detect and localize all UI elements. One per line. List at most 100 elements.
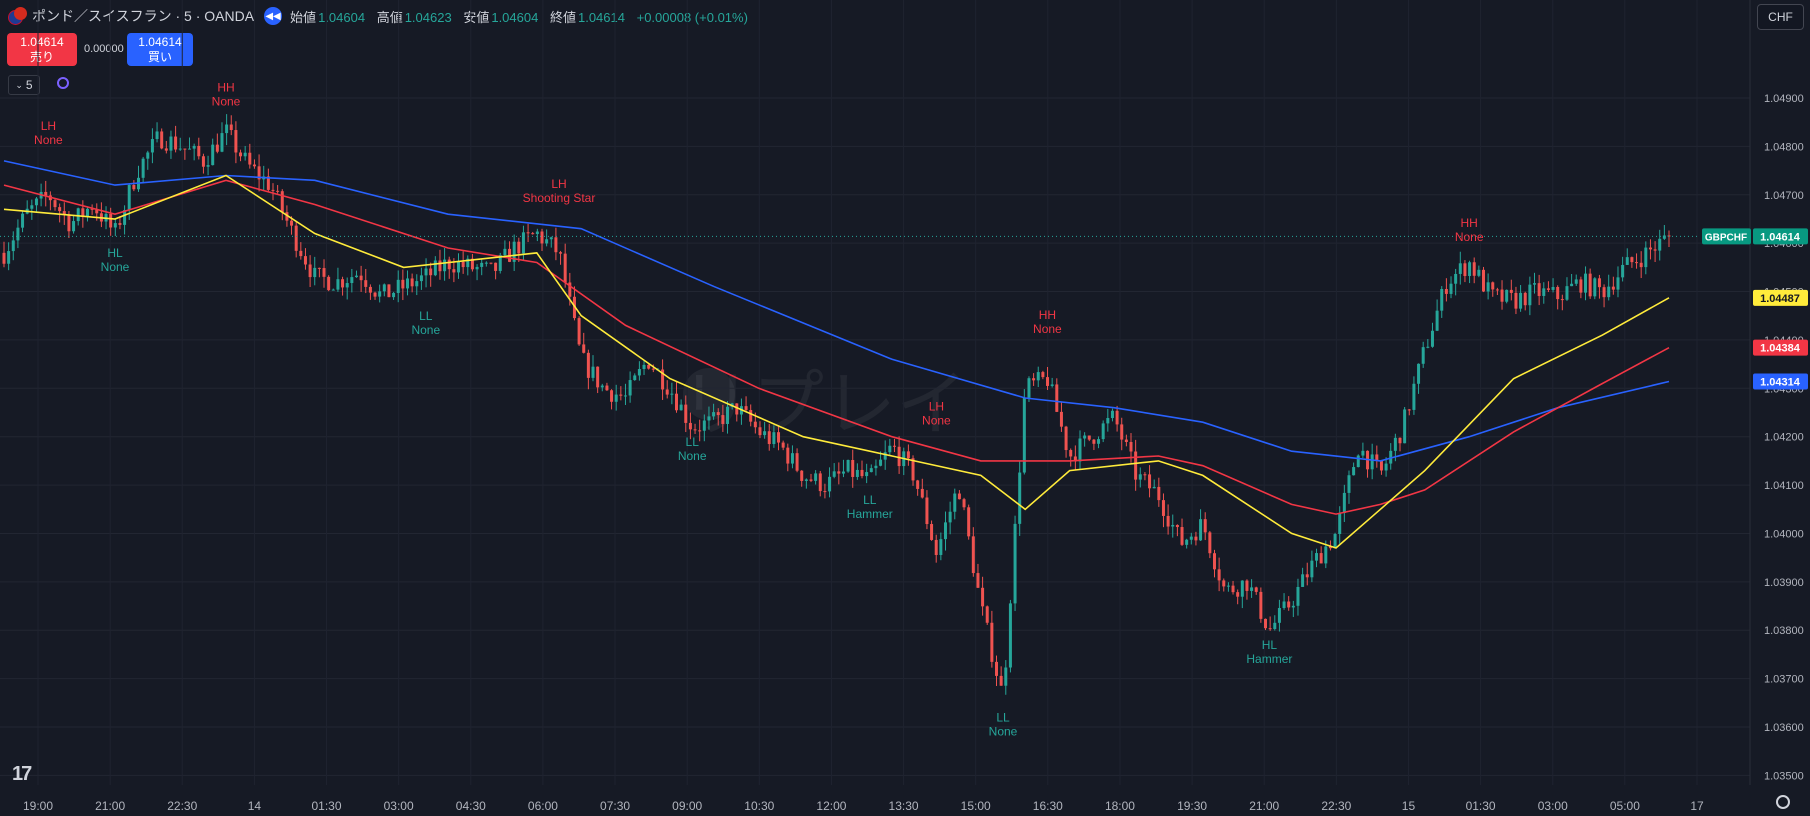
candle-body xyxy=(1505,289,1509,302)
candle-body xyxy=(777,432,781,443)
candle-body xyxy=(345,283,349,288)
candle-body xyxy=(610,390,614,402)
candle-body xyxy=(749,410,753,422)
x-tick-label: 15:00 xyxy=(961,799,991,813)
candle-body xyxy=(1064,426,1068,451)
sync-icon[interactable] xyxy=(57,77,69,89)
candle-body xyxy=(1212,553,1216,570)
candle-body xyxy=(1217,569,1221,581)
candle-body xyxy=(146,152,150,159)
x-tick-label: 04:30 xyxy=(456,799,486,813)
candle-body xyxy=(1120,424,1124,440)
candle-body xyxy=(34,198,38,206)
candle-body xyxy=(763,431,767,436)
candle-body xyxy=(1579,279,1583,293)
currency-button[interactable]: CHF xyxy=(1757,4,1804,30)
symbol-tag: GBPCHF xyxy=(1705,232,1747,243)
sell-button[interactable]: 1.04614 売り xyxy=(7,33,77,66)
annotation-pattern: None xyxy=(101,260,130,274)
candle-body xyxy=(1352,467,1356,476)
candle-body xyxy=(303,256,307,265)
candle-body xyxy=(846,459,850,472)
candle-body xyxy=(832,471,836,477)
symbol-title[interactable]: ポンド／スイスフラン · 5 · OANDA xyxy=(32,8,255,24)
candle-body xyxy=(1055,384,1059,412)
candle-body xyxy=(549,237,553,240)
y-tick-label: 1.03900 xyxy=(1764,577,1804,589)
ema-blue-line xyxy=(3,160,1670,462)
candle-body xyxy=(1393,437,1397,451)
candle-body xyxy=(698,430,702,432)
x-tick-label: 16:30 xyxy=(1033,799,1063,813)
candle-body xyxy=(1398,437,1402,444)
replay-icon[interactable]: ◀◀ xyxy=(264,7,283,25)
candle-body xyxy=(1050,384,1054,386)
candle-body xyxy=(257,166,261,180)
candle-body xyxy=(1036,372,1040,381)
candle-body xyxy=(1189,536,1193,540)
buy-label: 買い xyxy=(147,50,172,64)
candle-body xyxy=(1328,546,1332,549)
candle-body xyxy=(865,472,869,477)
candle-body xyxy=(1519,292,1523,309)
candle-body xyxy=(1129,441,1133,452)
tradingview-logo[interactable]: 17 xyxy=(12,763,32,785)
candle-body xyxy=(1463,263,1467,277)
candle-body xyxy=(364,280,368,287)
interval-toggle[interactable]: ⌄ 5 xyxy=(8,75,40,95)
candle-body xyxy=(712,412,716,417)
candle-body xyxy=(512,241,516,262)
y-tick-label: 1.03800 xyxy=(1764,625,1804,637)
candle-body xyxy=(1245,580,1249,591)
candle-body xyxy=(670,393,674,395)
candle-body xyxy=(341,279,345,288)
candle-body xyxy=(1454,273,1458,284)
candle-body xyxy=(637,369,641,376)
candle-body xyxy=(123,210,127,225)
candle-body xyxy=(897,446,901,467)
candle-body xyxy=(401,279,405,289)
annotation-label: LL xyxy=(996,711,1010,725)
candle-body xyxy=(475,266,479,270)
candle-body xyxy=(1430,330,1434,347)
candle-body xyxy=(1630,257,1634,263)
x-tick-label: 14 xyxy=(248,799,262,813)
candle-body xyxy=(1301,574,1305,587)
candle-body xyxy=(234,130,238,153)
candle-body xyxy=(517,241,521,254)
candle-body xyxy=(1069,450,1073,457)
candle-body xyxy=(489,262,493,264)
candle-body xyxy=(1277,608,1281,623)
annotation-label: HH xyxy=(1039,308,1056,322)
candle-body xyxy=(44,191,48,196)
candle-body xyxy=(373,292,377,297)
candle-body xyxy=(800,470,804,481)
candle-body xyxy=(623,395,627,397)
candle-body xyxy=(95,209,99,214)
candle-body xyxy=(206,165,210,167)
annotation-pattern: None xyxy=(1033,322,1062,336)
candle-body xyxy=(1546,288,1550,290)
x-tick-label: 17 xyxy=(1690,799,1704,813)
candle-body xyxy=(1379,461,1383,471)
x-tick-label: 07:30 xyxy=(600,799,630,813)
y-tick-label: 1.04100 xyxy=(1764,480,1804,492)
candle-body xyxy=(1565,286,1569,300)
candle-body xyxy=(16,227,20,241)
candle-body xyxy=(164,148,168,151)
candle-body xyxy=(999,675,1003,686)
y-tick-label: 1.04700 xyxy=(1764,190,1804,202)
candle-body xyxy=(1574,279,1578,284)
annotation-pattern: None xyxy=(411,323,440,337)
candle-body xyxy=(498,254,502,271)
candle-body xyxy=(336,279,340,290)
settings-icon[interactable] xyxy=(1776,795,1790,809)
candle-body xyxy=(470,258,474,270)
annotation-pattern: Hammer xyxy=(847,507,893,521)
candle-body xyxy=(1236,592,1240,597)
candle-body xyxy=(313,267,317,278)
ohlc-readout: 始値 1.04604 高値 1.04623 安値 1.04604 終値 1.04614 … xyxy=(290,7,748,26)
candle-body xyxy=(503,248,507,255)
candle-body xyxy=(860,469,864,477)
